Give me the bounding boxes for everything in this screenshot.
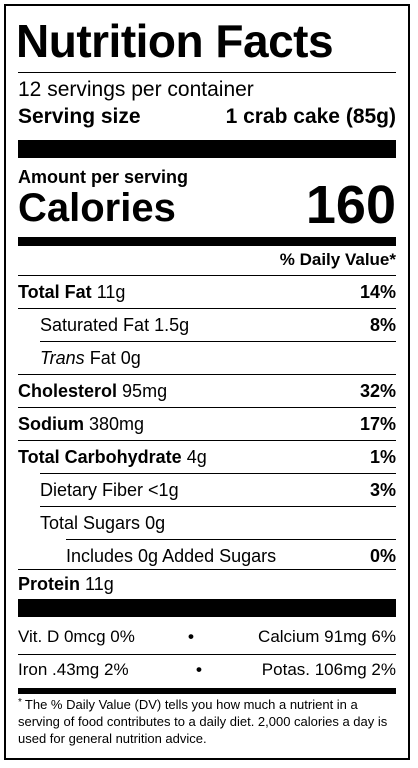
nutrient-row-total-carbohydrate: Total Carbohydrate 4g 1%	[18, 441, 396, 473]
nutrient-name: Saturated Fat	[40, 315, 150, 335]
nutrient-amount: Fat 0g	[89, 348, 141, 368]
nutrient-row-added-sugars: Includes 0g Added Sugars 0%	[18, 540, 396, 572]
title-rule	[18, 72, 396, 73]
nutrient-name: Total Fat	[18, 282, 92, 302]
divider	[18, 440, 396, 441]
bullet-separator: •	[188, 627, 194, 646]
divider	[40, 506, 396, 507]
divider	[40, 341, 396, 342]
nutrient-dv: 1%	[369, 447, 396, 467]
vitamin-row: Vit. D 0mcg 0% • Calcium 91mg 6%	[18, 622, 396, 652]
calories-value: 160	[305, 175, 396, 235]
nutrient-row-total-fat: Total Fat 11g 14%	[18, 276, 396, 308]
nutrient-amount: 11g	[85, 574, 114, 594]
calories-label: Calories	[18, 186, 176, 230]
nutrient-dv: 3%	[369, 480, 396, 500]
nutrient-name: Protein	[18, 574, 81, 594]
divider	[18, 275, 396, 276]
serving-size-label: Serving size	[18, 105, 141, 128]
footnote: * The % Daily Value (DV) tells you how mu…	[18, 696, 396, 747]
label-content: Nutrition Facts 12 servings per containe…	[16, 6, 396, 758]
daily-value-header: % Daily Value*	[279, 250, 396, 269]
nutrition-label: Nutrition Facts 12 servings per containe…	[4, 4, 410, 760]
divider	[18, 569, 396, 570]
thick-rule-top	[18, 140, 396, 158]
vitamin-left: Iron .43mg 2%	[18, 660, 129, 679]
footnote-marker: *	[18, 697, 22, 708]
nutrient-row-cholesterol: Cholesterol 95mg 32%	[18, 375, 396, 407]
thick-rule-calories	[18, 237, 396, 246]
nutrient-dv: 8%	[369, 315, 396, 335]
nutrient-dv: 17%	[359, 414, 396, 434]
label-title: Nutrition Facts	[16, 15, 334, 67]
nutrient-amount: 95mg	[122, 381, 168, 401]
nutrient-row-saturated-fat: Saturated Fat 1.5g 8%	[18, 309, 396, 341]
servings-per-container: 12 servings per container	[18, 78, 254, 101]
nutrient-name: Dietary Fiber	[40, 480, 144, 500]
footnote-text: The % Daily Value (DV) tells you how muc…	[18, 697, 388, 746]
nutrient-name: Includes 0g Added Sugars	[66, 546, 277, 566]
nutrient-row-dietary-fiber: Dietary Fiber <1g 3%	[18, 474, 396, 506]
nutrient-amount: 380mg	[89, 414, 145, 434]
serving-size-value: 1 crab cake (85g)	[225, 105, 396, 128]
nutrient-name: Trans	[40, 348, 85, 368]
divider	[66, 539, 396, 540]
nutrient-name: Cholesterol	[18, 381, 118, 401]
nutrient-amount: 11g	[96, 282, 126, 302]
thick-rule-vitamins	[18, 599, 396, 617]
nutrient-name: Total Sugars	[40, 513, 141, 533]
amount-per-serving: Amount per serving	[18, 167, 189, 187]
bullet-separator: •	[196, 660, 202, 679]
nutrient-row-total-sugars: Total Sugars 0g	[18, 507, 396, 539]
nutrient-row-trans-fat: Trans Fat 0g	[18, 342, 396, 374]
nutrient-row-sodium: Sodium 380mg 17%	[18, 408, 396, 440]
nutrient-dv: 32%	[359, 381, 396, 401]
nutrient-name: Total Carbohydrate	[18, 447, 182, 467]
nutrient-amount: 1.5g	[154, 315, 190, 335]
nutrient-name: Sodium	[18, 414, 84, 434]
divider	[40, 473, 396, 474]
nutrient-dv: 14%	[359, 282, 396, 302]
vitamin-right: Potas. 106mg 2%	[261, 660, 396, 679]
thick-rule-footnote	[18, 688, 396, 694]
divider	[18, 654, 396, 655]
nutrient-row-protein: Protein 11g	[18, 570, 396, 598]
divider	[18, 407, 396, 408]
divider	[18, 374, 396, 375]
nutrient-amount: <1g	[148, 480, 179, 500]
nutrient-amount: 0g	[145, 513, 166, 533]
vitamin-left: Vit. D 0mcg 0%	[18, 627, 135, 646]
serving-size-row: Serving size 1 crab cake (85g)	[18, 104, 396, 130]
divider	[18, 308, 396, 309]
nutrient-amount: 4g	[186, 447, 207, 467]
vitamin-right: Calcium 91mg 6%	[258, 627, 396, 646]
nutrient-dv: 0%	[369, 546, 396, 566]
vitamin-row: Iron .43mg 2% • Potas. 106mg 2%	[18, 655, 396, 685]
